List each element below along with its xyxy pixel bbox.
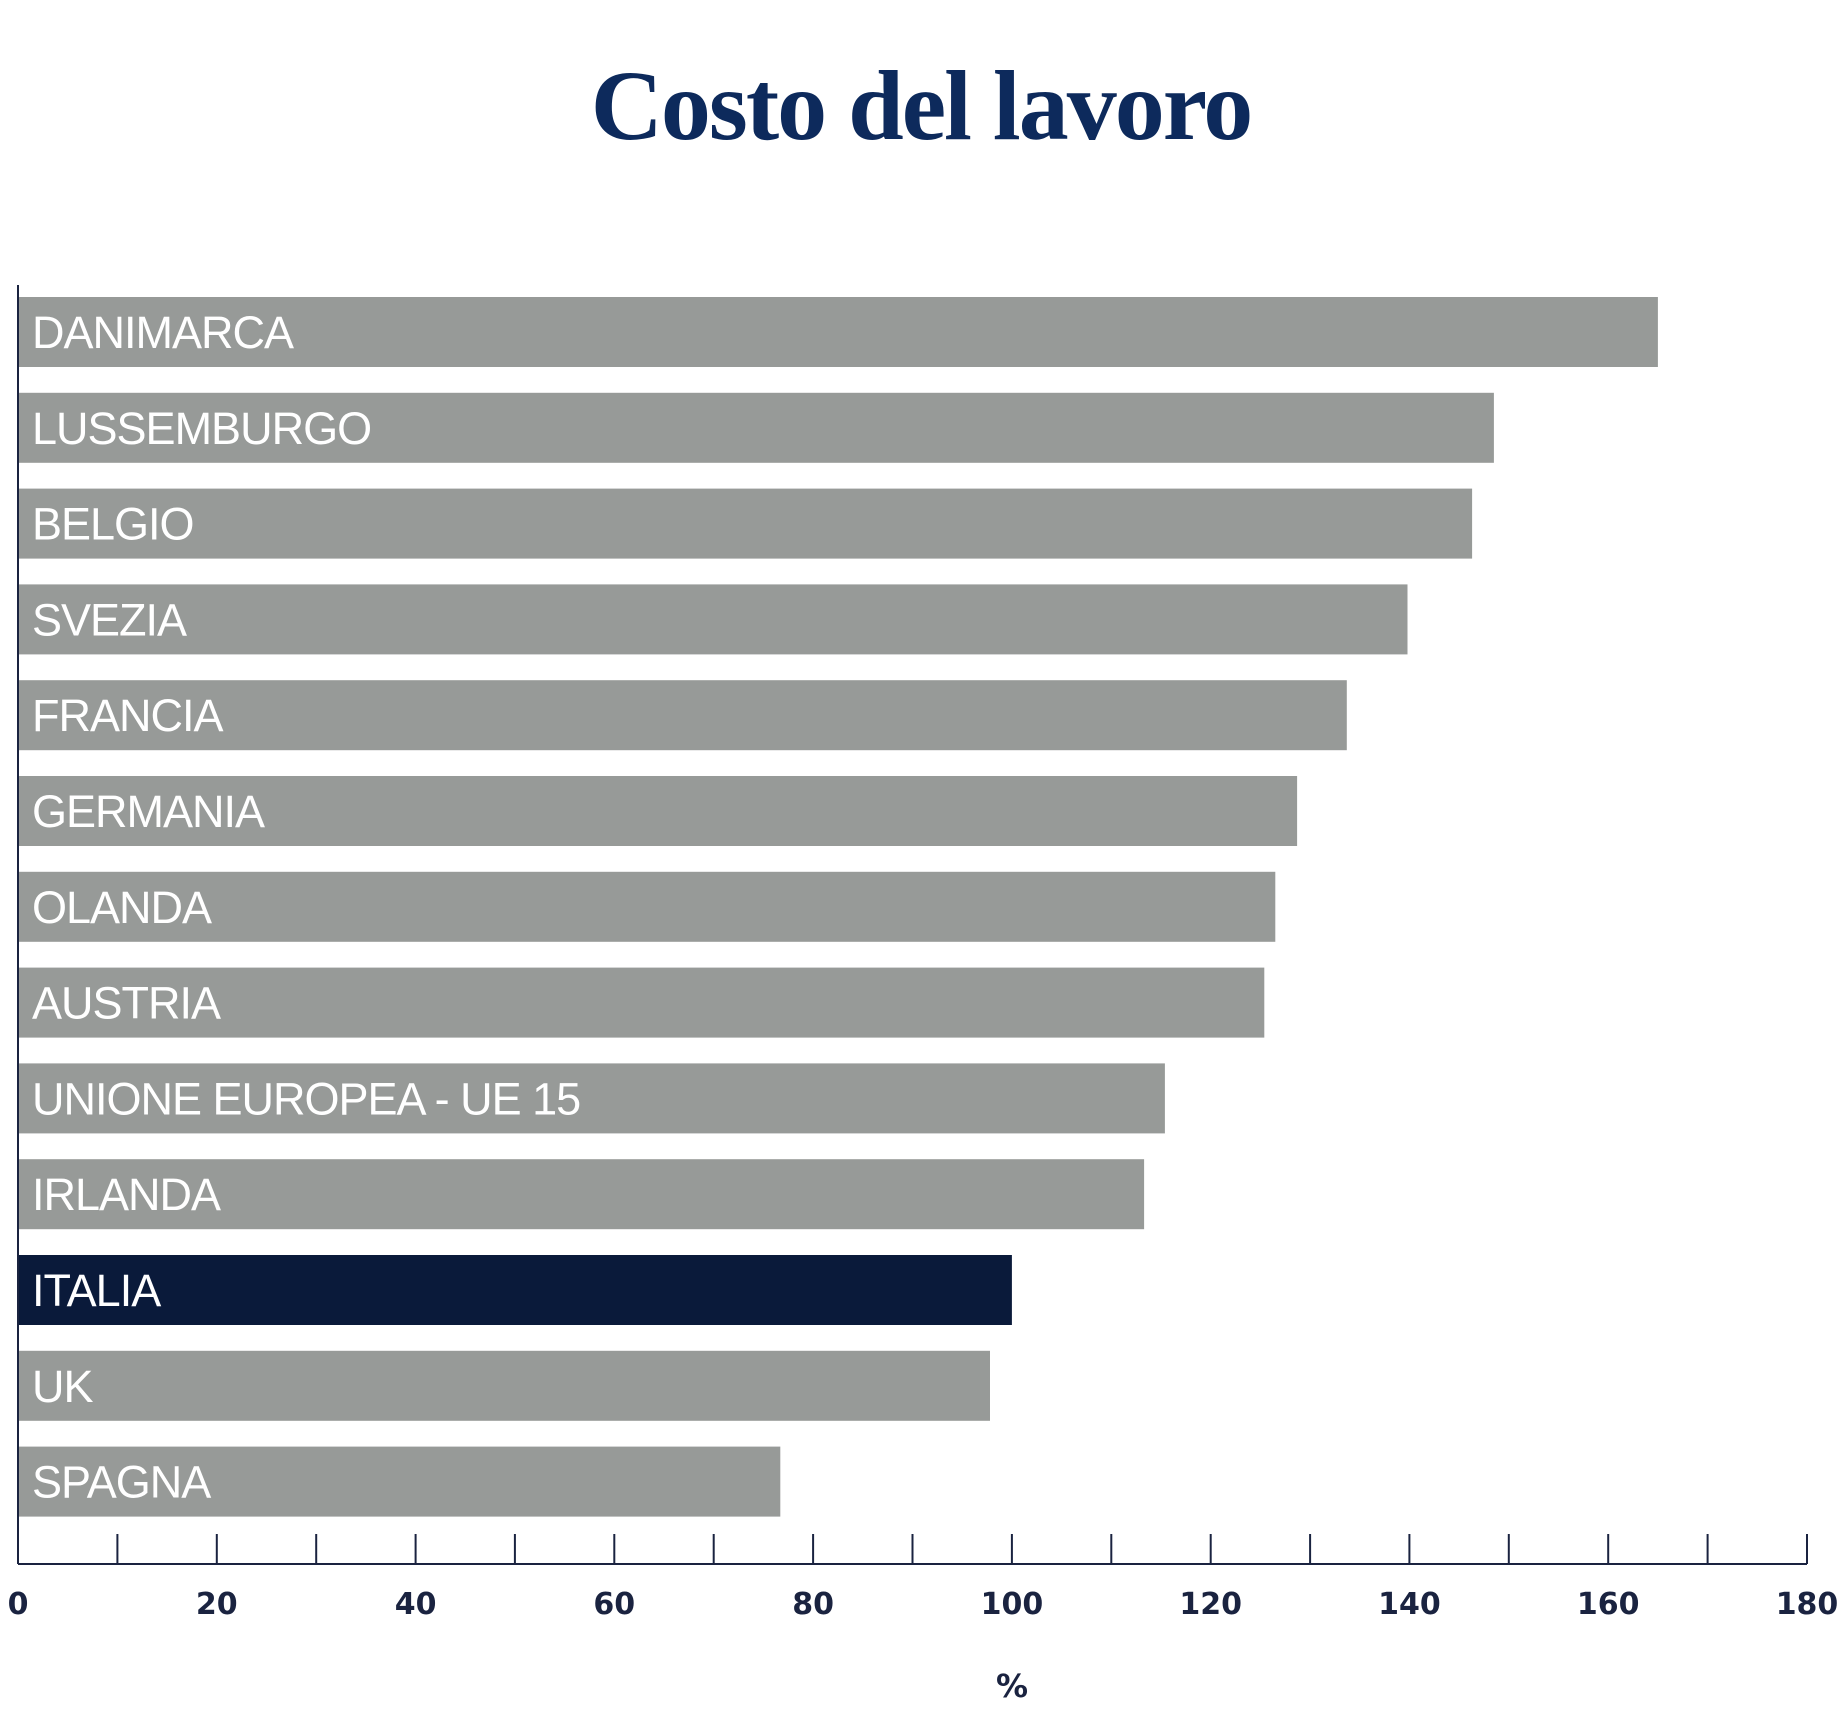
- x-tick-label: 40: [395, 1587, 437, 1622]
- x-axis-unit-label: %: [996, 1667, 1028, 1705]
- axes-group: 0 20 40 60 80 100 120 140 160 180: [8, 285, 1839, 1622]
- bar-olanda: [18, 871, 1276, 942]
- bar-label: SPAGNA: [32, 1457, 211, 1508]
- x-tick-label: 20: [196, 1587, 238, 1622]
- bar-uk: [18, 1350, 990, 1421]
- bar-label: GERMANIA: [32, 786, 265, 837]
- x-tick-label: 120: [1179, 1587, 1242, 1622]
- bar-irlanda: [18, 1159, 1145, 1230]
- x-tick-label: 180: [1776, 1587, 1839, 1622]
- bar-label: UNIONE EUROPEA - UE 15: [32, 1073, 580, 1124]
- bar-label: DANIMARCA: [32, 307, 294, 358]
- bar-label: OLANDA: [32, 882, 212, 933]
- x-tick-label: 80: [792, 1587, 834, 1622]
- chart-title: Costo del lavoro: [590, 50, 1254, 161]
- x-tick-label: 140: [1378, 1587, 1441, 1622]
- bar-label: IRLANDA: [32, 1169, 221, 1220]
- bar-austria: [18, 967, 1265, 1038]
- bar-label: BELGIO: [32, 499, 194, 550]
- bar-label: FRANCIA: [32, 690, 223, 741]
- bar-label: AUSTRIA: [32, 978, 221, 1029]
- x-tick-label: 100: [981, 1587, 1044, 1622]
- bar-spagna: [18, 1446, 781, 1517]
- bar-germania: [18, 776, 1298, 846]
- bar-label: UK: [32, 1361, 93, 1412]
- bar-label: SVEZIA: [32, 594, 187, 645]
- bar-francia: [18, 680, 1347, 751]
- bar-danimarca: [18, 297, 1658, 367]
- bar-lussemburgo: [18, 392, 1494, 463]
- bar-label: LUSSEMBURGO: [32, 403, 371, 454]
- x-tick-label: 0: [8, 1587, 29, 1622]
- bars-group: DANIMARCA LUSSEMBURGO BELGIO SVEZIA FRANCIA G…: [18, 297, 1658, 1517]
- x-tick-label: 160: [1577, 1587, 1640, 1622]
- bar-belgio: [18, 488, 1473, 559]
- bar-unione-europea-ue-15: [18, 1063, 1165, 1134]
- x-tick-label: 60: [593, 1587, 635, 1622]
- bar-svezia: [18, 584, 1408, 655]
- bar-label: ITALIA: [32, 1265, 161, 1316]
- bar-italia: [18, 1255, 1012, 1325]
